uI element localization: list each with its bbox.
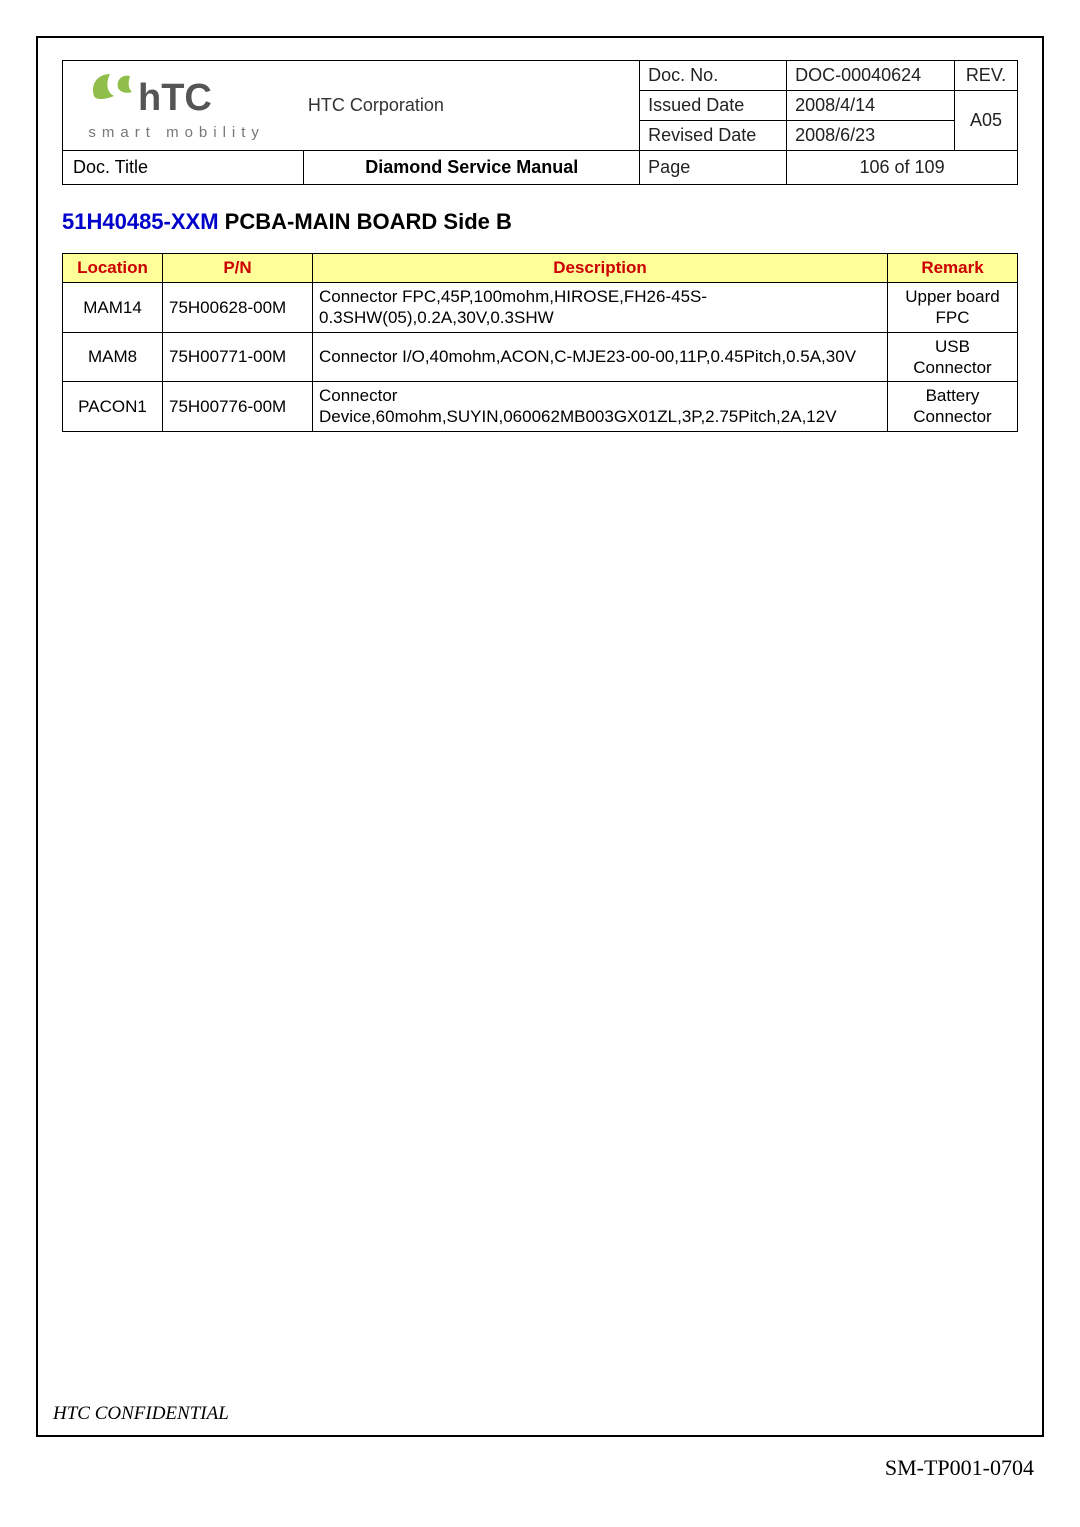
cell-location: MAM8 bbox=[63, 332, 163, 382]
cell-pn: 75H00771-00M bbox=[163, 332, 313, 382]
section-heading: 51H40485-XXM PCBA-MAIN BOARD Side B bbox=[62, 209, 1018, 235]
page-label: Page bbox=[640, 151, 787, 185]
issued-date-value: 2008/4/14 bbox=[787, 91, 955, 121]
cell-description: Connector Device,60mohm,SUYIN,060062MB00… bbox=[313, 382, 888, 432]
col-location: Location bbox=[63, 254, 163, 283]
doc-title-value: Diamond Service Manual bbox=[304, 151, 640, 185]
cell-remark: USB Connector bbox=[888, 332, 1018, 382]
cell-remark: Battery Connector bbox=[888, 382, 1018, 432]
doc-no-value: DOC-00040624 bbox=[787, 61, 955, 91]
cell-remark: Upper board FPC bbox=[888, 283, 1018, 333]
table-row: MAM14 75H00628-00M Connector FPC,45P,100… bbox=[63, 283, 1018, 333]
cell-location: MAM14 bbox=[63, 283, 163, 333]
doc-code-footer: SM-TP001-0704 bbox=[885, 1455, 1034, 1481]
cell-description: Connector FPC,45P,100mohm,HIROSE,FH26-45… bbox=[313, 283, 888, 333]
revised-date-value: 2008/6/23 bbox=[787, 121, 955, 151]
confidential-footer: HTC CONFIDENTIAL bbox=[53, 1403, 229, 1425]
svg-text:hTC: hTC bbox=[138, 77, 212, 119]
page-value: 106 of 109 bbox=[787, 151, 1018, 185]
parts-table: Location P/N Description Remark MAM14 75… bbox=[62, 253, 1018, 432]
header-table: hTC smart mobility HTC Corporation Doc. … bbox=[62, 60, 1018, 185]
htc-logo-icon: hTC bbox=[88, 70, 278, 122]
cell-description: Connector I/O,40mohm,ACON,C-MJE23-00-00,… bbox=[313, 332, 888, 382]
page-border: hTC smart mobility HTC Corporation Doc. … bbox=[36, 36, 1044, 1437]
rev-value: A05 bbox=[955, 91, 1018, 151]
issued-date-label: Issued Date bbox=[640, 91, 787, 121]
col-description: Description bbox=[313, 254, 888, 283]
cell-location: PACON1 bbox=[63, 382, 163, 432]
table-row: MAM8 75H00771-00M Connector I/O,40mohm,A… bbox=[63, 332, 1018, 382]
cell-pn: 75H00776-00M bbox=[163, 382, 313, 432]
cell-pn: 75H00628-00M bbox=[163, 283, 313, 333]
rev-label: REV. bbox=[955, 61, 1018, 91]
doc-title-label: Doc. Title bbox=[63, 151, 304, 185]
section-title: PCBA-MAIN BOARD Side B bbox=[219, 209, 512, 234]
logo-tagline: smart mobility bbox=[88, 124, 278, 141]
table-header-row: Location P/N Description Remark bbox=[63, 254, 1018, 283]
col-pn: P/N bbox=[163, 254, 313, 283]
doc-no-label: Doc. No. bbox=[640, 61, 787, 91]
revised-date-label: Revised Date bbox=[640, 121, 787, 151]
table-row: PACON1 75H00776-00M Connector Device,60m… bbox=[63, 382, 1018, 432]
company-name: HTC Corporation bbox=[304, 61, 640, 151]
section-part-number: 51H40485-XXM bbox=[62, 209, 219, 234]
col-remark: Remark bbox=[888, 254, 1018, 283]
logo-cell: hTC smart mobility bbox=[63, 61, 304, 151]
